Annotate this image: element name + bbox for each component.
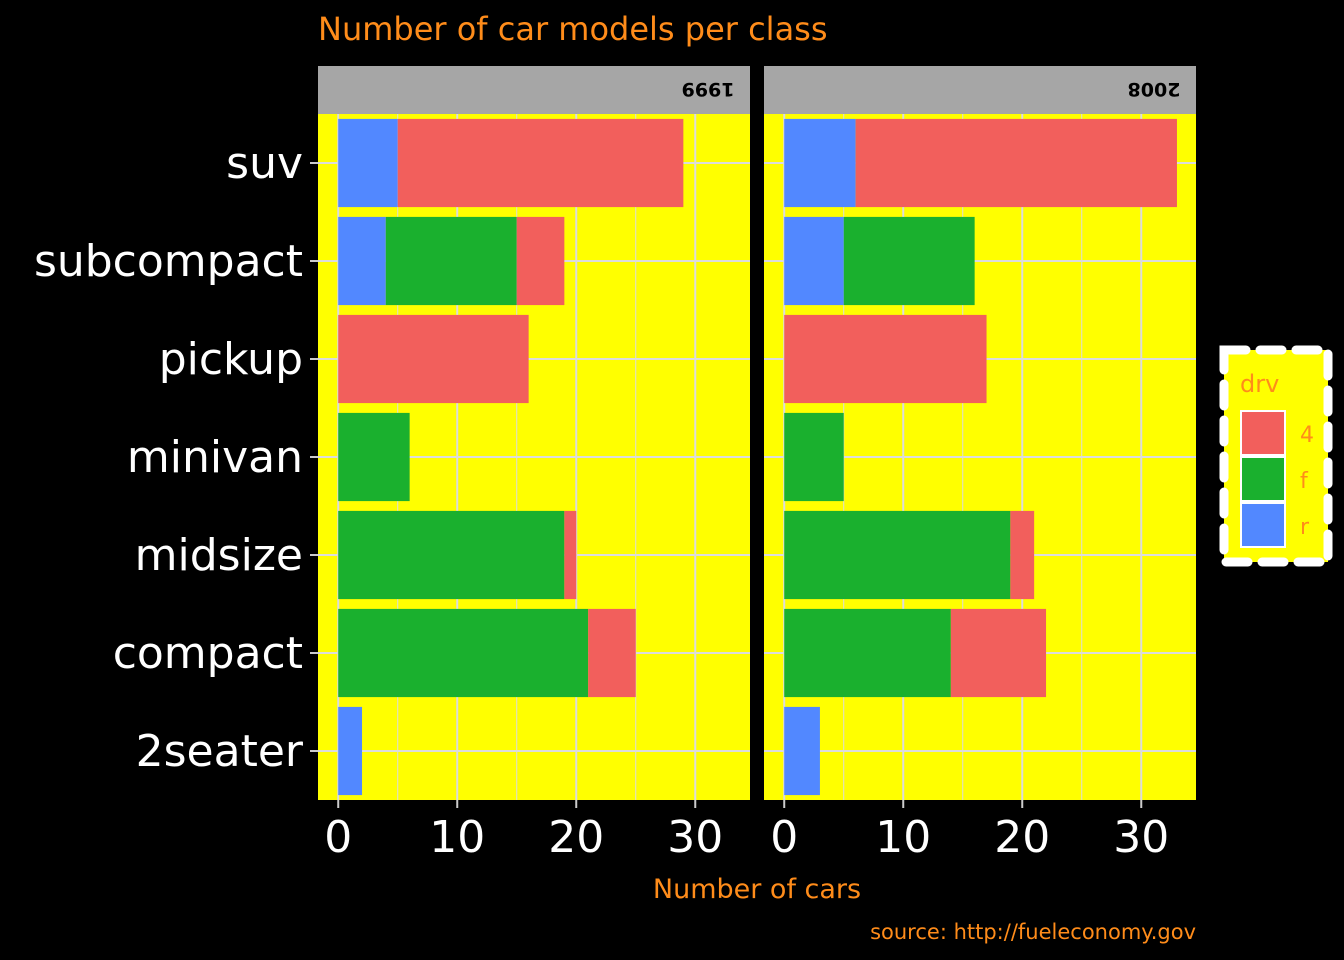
- bar-2008-subcompact-f: [843, 216, 975, 306]
- x-tick-label: 20: [548, 812, 604, 863]
- bar-1999-suv-4: [397, 118, 684, 208]
- legend: drv 4 fr: [1219, 345, 1333, 567]
- bar-2008-suv-4: [855, 118, 1177, 208]
- x-tick-label: 0: [324, 812, 352, 863]
- legend-label-f: f: [1300, 469, 1309, 494]
- facet-strip-label: 2008: [1128, 78, 1181, 100]
- chart-caption: source: http://fueleconomy.gov: [870, 920, 1196, 944]
- facet-panels: 1999 0 10 20 30 2008 0 10 20 30: [318, 66, 1196, 863]
- x-tick-label: 30: [667, 812, 723, 863]
- facet-panel-2008: 2008 0 10 20 30: [764, 66, 1196, 863]
- y-axis: 2seater compact midsize minivan pickup subcom…: [34, 138, 318, 777]
- bar-1999-pickup-4: [338, 314, 529, 404]
- legend-title: drv: [1240, 370, 1279, 398]
- bar-1999-minivan-f: [338, 412, 410, 502]
- legend-label-4: 4: [1300, 423, 1314, 448]
- bar-2008-compact-4: [950, 608, 1047, 698]
- bar-2008-pickup-4: [784, 314, 987, 404]
- bar-2008-minivan-f: [784, 412, 844, 502]
- legend-label-r: r: [1300, 515, 1310, 540]
- legend-key-4: [1240, 410, 1286, 456]
- x-tick-label: 30: [1113, 812, 1169, 863]
- facet-strip: [764, 66, 1196, 114]
- facet-strip-label: 1999: [682, 78, 735, 100]
- bar-2008-suv-r: [784, 118, 856, 208]
- facet-panel-1999: 1999 0 10 20 30: [318, 66, 750, 863]
- bar-1999-subcompact-r: [338, 216, 386, 306]
- bar-2008-2seater-r: [784, 706, 820, 796]
- bar-1999-compact-f: [338, 608, 589, 698]
- bar-1999-subcompact-4: [516, 216, 565, 306]
- bar-1999-2seater-r: [338, 706, 363, 796]
- legend-key-r: [1240, 502, 1286, 548]
- bar-1999-midsize-f: [338, 510, 565, 600]
- y-category-label-suv: suv: [226, 138, 303, 189]
- x-tick-label: 10: [429, 812, 485, 863]
- y-category-label-minivan: minivan: [127, 432, 303, 483]
- bar-1999-compact-4: [588, 608, 636, 698]
- bar-2008-midsize-f: [784, 510, 1011, 600]
- x-tick-label: 20: [994, 812, 1050, 863]
- bar-1999-midsize-4: [564, 510, 577, 600]
- y-category-label-subcompact: subcompact: [34, 236, 303, 287]
- y-category-label-compact: compact: [113, 628, 303, 679]
- y-category-label-midsize: midsize: [135, 530, 303, 581]
- y-category-label-pickup: pickup: [159, 334, 303, 385]
- chart-title: Number of car models per class: [318, 10, 828, 48]
- facet-strip: [318, 66, 750, 114]
- bar-1999-subcompact-f: [385, 216, 517, 306]
- bar-1999-suv-r: [338, 118, 398, 208]
- x-tick-label: 0: [770, 812, 798, 863]
- x-tick-label: 10: [875, 812, 931, 863]
- bar-2008-midsize-4: [1010, 510, 1035, 600]
- bar-2008-subcompact-r: [784, 216, 844, 306]
- legend-key-f: [1240, 456, 1286, 502]
- x-axis-title: Number of cars: [653, 874, 861, 905]
- y-category-label-2seater: 2seater: [136, 726, 304, 777]
- bar-2008-compact-f: [784, 608, 951, 698]
